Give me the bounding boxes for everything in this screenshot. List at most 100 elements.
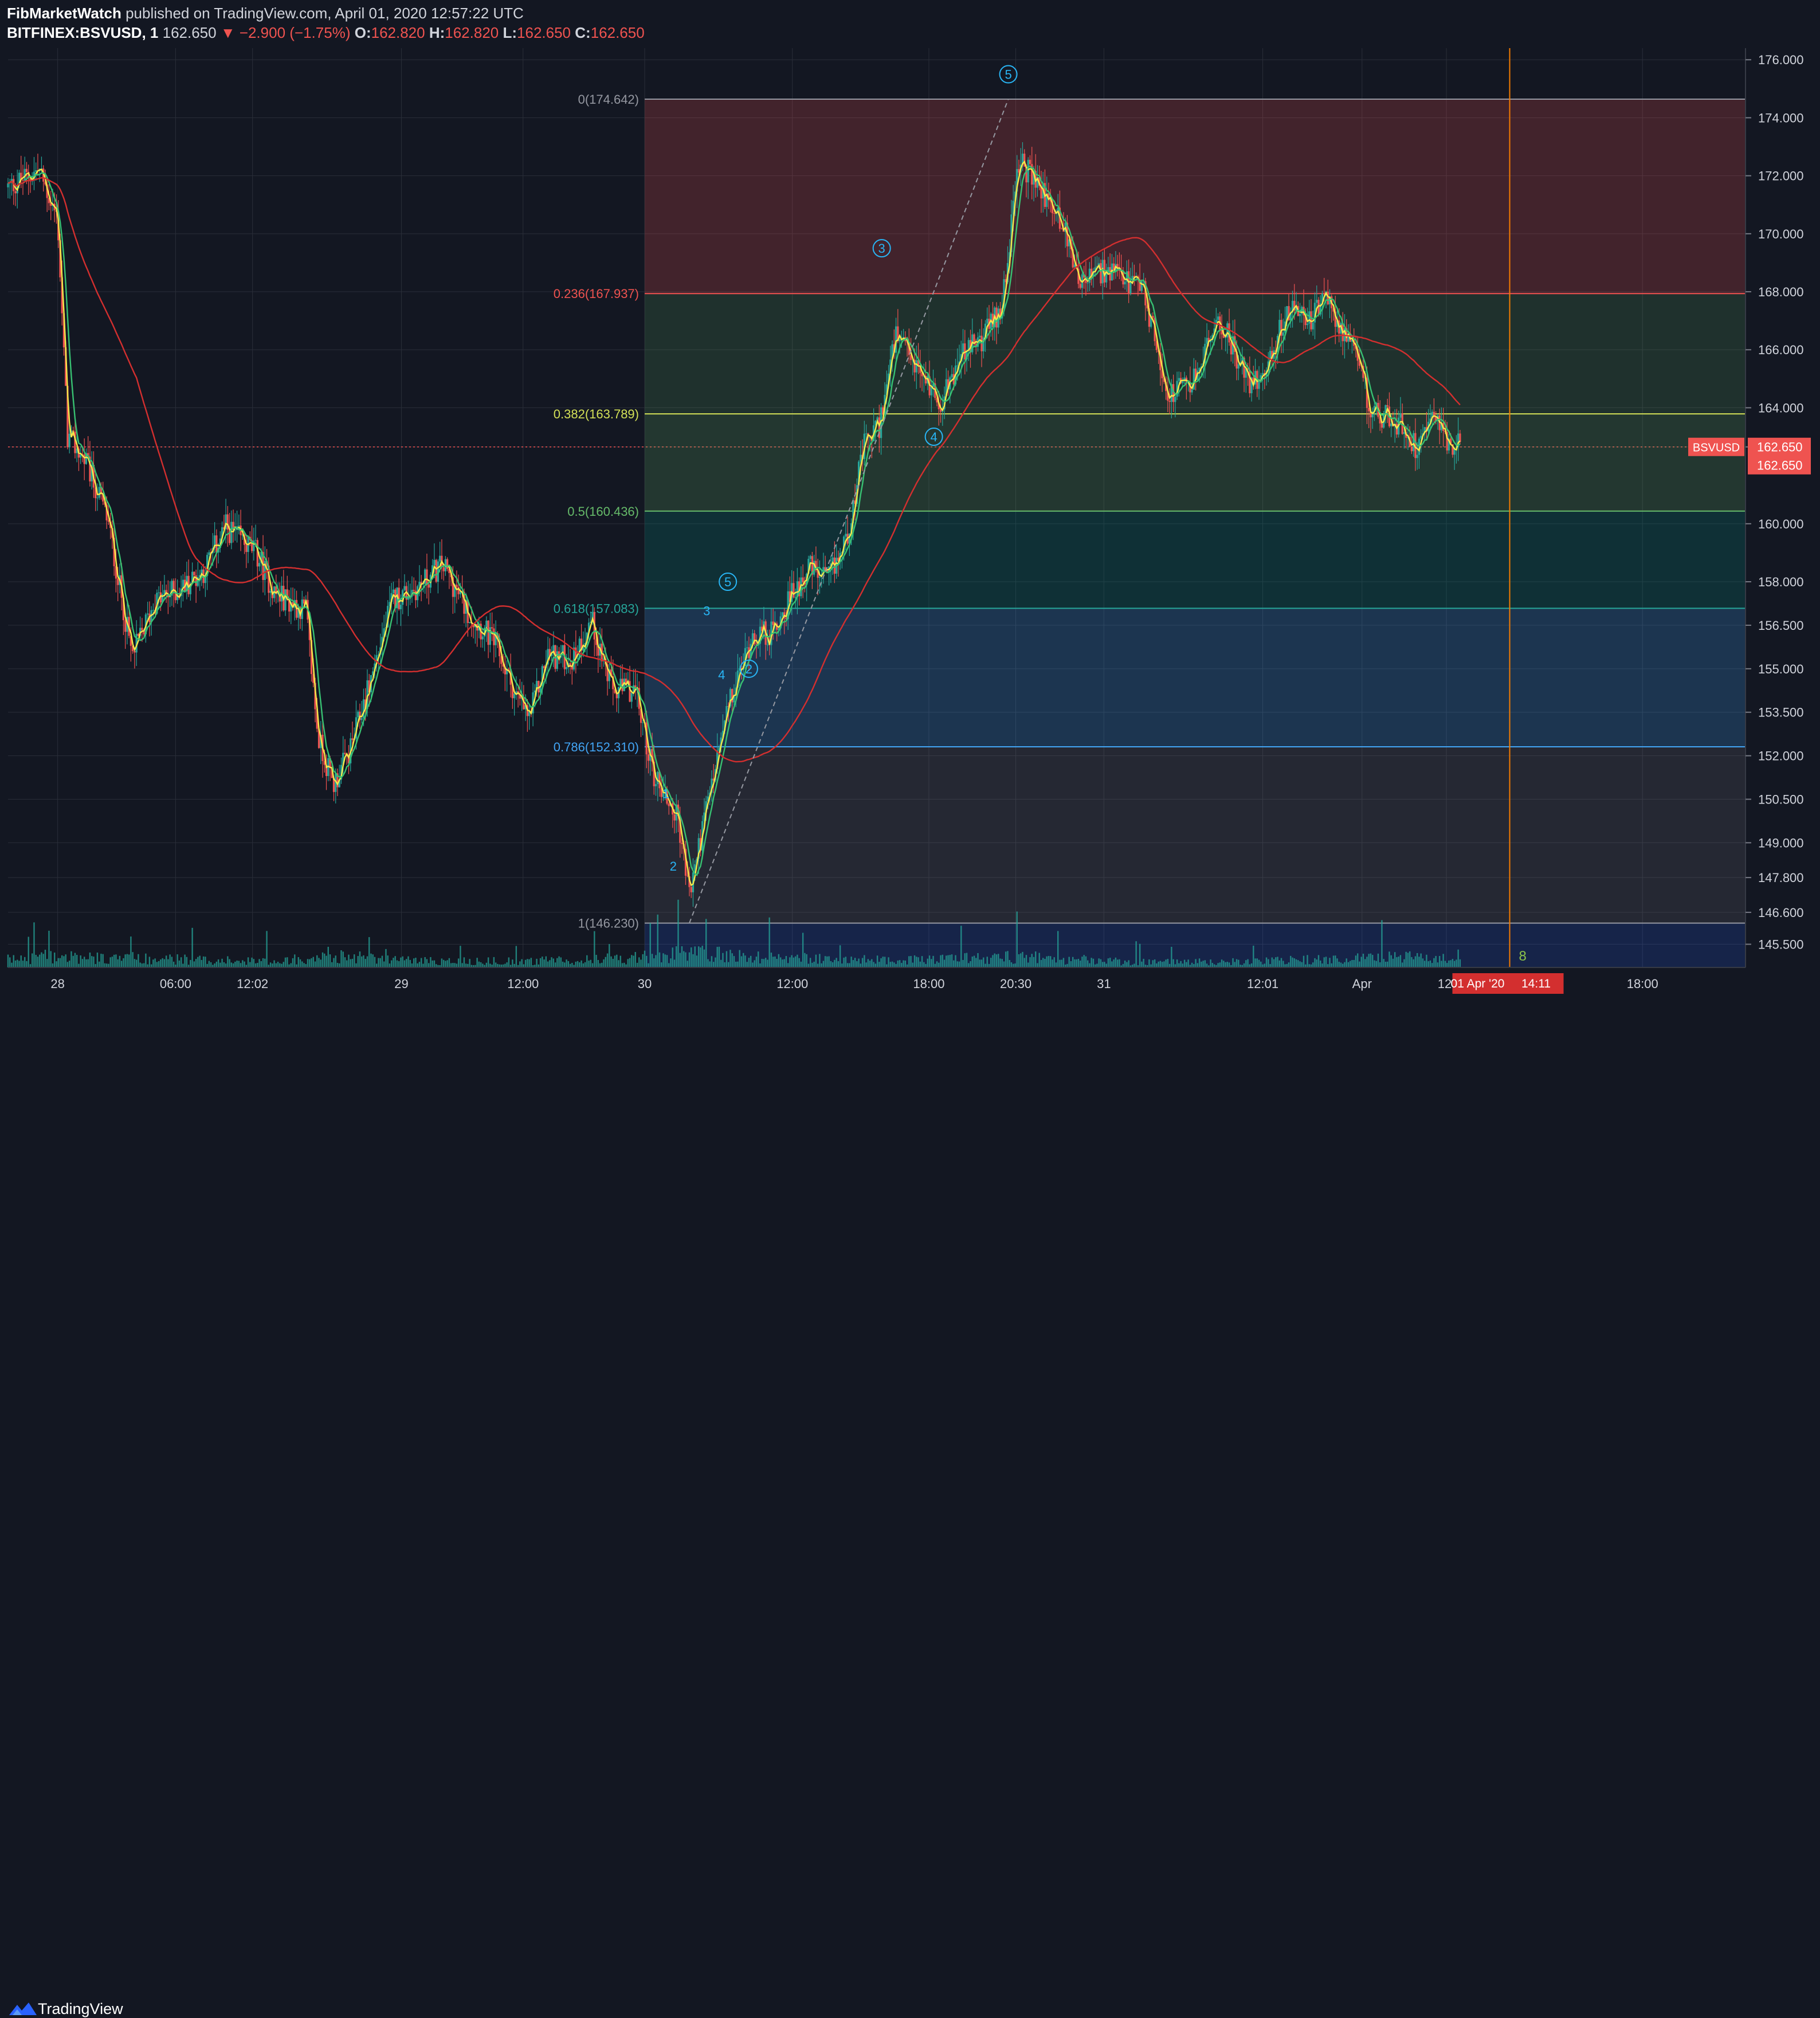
tradingview-logo-icon[interactable] xyxy=(8,2000,38,2017)
volume-bar xyxy=(65,954,66,967)
volume-bar xyxy=(621,963,623,967)
volume-bar xyxy=(768,917,770,967)
candle-body xyxy=(565,667,568,669)
candle-body xyxy=(357,711,359,718)
price-axis[interactable]: 176.000 174.000 172.000 170.000 168.000 166.0… xyxy=(1688,48,1811,967)
candle-body xyxy=(597,645,599,656)
volume-bar xyxy=(1260,961,1262,967)
candle-body xyxy=(781,612,784,617)
candle-body xyxy=(383,628,385,637)
volume-bar xyxy=(936,961,938,967)
candle-body xyxy=(1453,448,1456,455)
volume-bar xyxy=(1452,959,1454,967)
volume-bar xyxy=(919,961,921,967)
candle-body xyxy=(1327,291,1329,305)
price-tick-label: 160.000 xyxy=(1758,517,1804,531)
volume-bar xyxy=(1066,963,1068,967)
volume-bar xyxy=(327,946,329,967)
volume-bar xyxy=(411,963,413,967)
volume-bar xyxy=(364,959,366,967)
volume-bar xyxy=(1178,963,1180,967)
candle-body xyxy=(14,191,17,194)
candle-body xyxy=(1450,438,1452,445)
wave-label: 5 xyxy=(1005,68,1011,82)
volume-bar xyxy=(569,963,571,967)
author-name[interactable]: FibMarketWatch xyxy=(7,5,121,22)
volume-bar xyxy=(325,955,327,967)
volume-bar xyxy=(275,963,277,967)
candle-body xyxy=(465,599,467,614)
volume-bar xyxy=(1271,957,1273,967)
symbol-label[interactable]: BITFINEX:BSVUSD, 1 xyxy=(7,24,159,41)
candle-body xyxy=(1384,405,1387,414)
volume-bar xyxy=(427,963,430,967)
time-axis[interactable]: 28 06:00 12:02 29 12:00 30 12:00 18:00 20:30 31 12… xyxy=(8,967,1746,994)
volume-bar xyxy=(1269,964,1271,967)
trend-line[interactable] xyxy=(689,99,1009,923)
volume-bar xyxy=(532,965,534,967)
candle-body xyxy=(513,693,516,699)
volume-bar xyxy=(700,947,701,967)
volume-bar xyxy=(1168,963,1171,967)
candle-body xyxy=(1204,343,1206,363)
fibonacci-retracement[interactable]: 0(174.642) 0.236(167.937) 0.382(163.789) 0.… xyxy=(554,92,1746,967)
candle-body xyxy=(469,622,471,624)
volume-bar xyxy=(811,962,813,967)
volume-bar xyxy=(247,957,249,967)
candle-body xyxy=(930,386,932,395)
candle-body xyxy=(1310,311,1312,330)
candle-body xyxy=(899,339,901,342)
tradingview-brand[interactable]: TradingView xyxy=(38,2000,123,2017)
wave-label: 4 xyxy=(718,668,725,682)
volume-bar xyxy=(856,961,858,967)
candle-body xyxy=(1193,369,1195,390)
volume-bar xyxy=(1338,962,1340,967)
candle-body xyxy=(1380,423,1383,428)
candle-body xyxy=(1234,336,1236,352)
candle-body xyxy=(909,355,912,361)
candle-body xyxy=(1198,367,1201,371)
volume-bar xyxy=(817,963,819,967)
volume-bar xyxy=(524,959,527,967)
candle-body xyxy=(135,633,138,653)
volume-bar xyxy=(1350,961,1351,967)
volume-bar xyxy=(1096,963,1098,967)
volume-bar xyxy=(405,959,407,967)
volume-bar xyxy=(1115,957,1117,967)
volume-bar xyxy=(1182,963,1184,967)
volume-bar xyxy=(113,954,115,967)
time-tick-label: 18:00 xyxy=(1627,977,1658,991)
volume-bar xyxy=(104,963,106,967)
candle-body xyxy=(818,577,821,578)
candle-body xyxy=(1260,375,1262,381)
candle-body xyxy=(854,500,856,504)
volume-bar xyxy=(24,957,26,967)
candle-body xyxy=(487,620,489,645)
candle-body xyxy=(446,559,449,569)
price-chart[interactable]: 0(174.642) 0.236(167.937) 0.382(163.789) 0.… xyxy=(0,0,1820,1042)
volume-bar xyxy=(465,963,467,967)
close-label: C: xyxy=(575,24,591,41)
volume-bar xyxy=(878,962,880,967)
price-tick-label: 145.500 xyxy=(1758,938,1804,952)
volume-bar xyxy=(1392,958,1394,967)
candle-body xyxy=(230,522,233,543)
volume-bar xyxy=(35,955,37,967)
candle-body xyxy=(612,676,614,689)
volume-bar xyxy=(666,955,668,967)
volume-bar xyxy=(646,955,648,967)
volume-bar xyxy=(383,961,385,967)
volume-bar xyxy=(661,962,662,967)
elliott-wave-labels[interactable]: 5 3 4 5 2 3 4 1 2 xyxy=(662,65,1018,873)
volume-bar xyxy=(318,958,320,967)
candle-body xyxy=(939,409,942,412)
volume-bar xyxy=(793,957,795,967)
volume-bar xyxy=(1197,963,1199,967)
candle-body xyxy=(381,637,383,648)
candle-body xyxy=(1312,322,1314,330)
volume-bar xyxy=(1258,959,1260,967)
wave-label: 1 xyxy=(662,786,669,801)
candle-body xyxy=(407,597,410,600)
volume-bar xyxy=(1124,960,1126,967)
candle-body xyxy=(863,433,865,459)
